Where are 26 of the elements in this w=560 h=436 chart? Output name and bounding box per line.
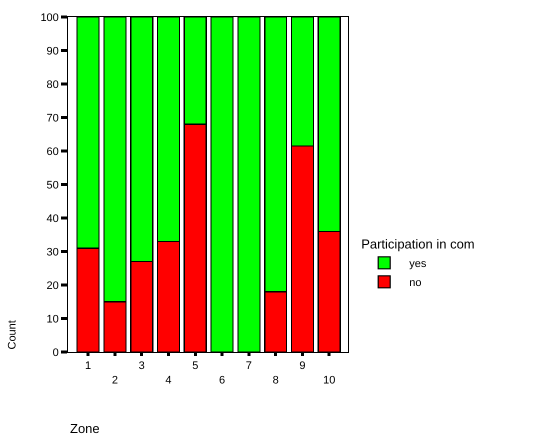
x-tick-label: 10 [323,374,336,386]
y-tick-label: 40 [46,212,59,225]
x-tick-label: 8 [272,374,279,386]
x-tick-label: 1 [85,360,92,372]
y-tick-label: 0 [52,346,59,359]
y-tick-label: 10 [46,313,59,326]
x-tick-label: 7 [246,360,252,372]
y-tick-label: 90 [46,45,59,58]
x-tick-label: 5 [192,360,198,372]
y-tick-label: 30 [46,246,59,258]
y-tick-label: 60 [46,146,59,158]
y-tick-label: 100 [40,12,59,24]
x-axis-title: Zone [70,421,100,436]
legend-title: Participation in com [361,236,475,252]
x-tick-label: 3 [138,360,145,372]
x-tick-label: 9 [299,360,306,372]
legend-label: no [409,277,422,290]
y-tick-label: 80 [46,78,59,91]
x-tick-label: 2 [112,374,118,386]
y-tick-label: 70 [46,112,59,124]
y-tick-label: 50 [46,179,59,192]
legend-label: yes [409,258,427,270]
y-axis-title: Count [6,320,18,350]
x-tick-label: 4 [165,374,172,386]
y-tick-label: 20 [46,280,59,292]
x-tick-label: 6 [219,374,226,386]
